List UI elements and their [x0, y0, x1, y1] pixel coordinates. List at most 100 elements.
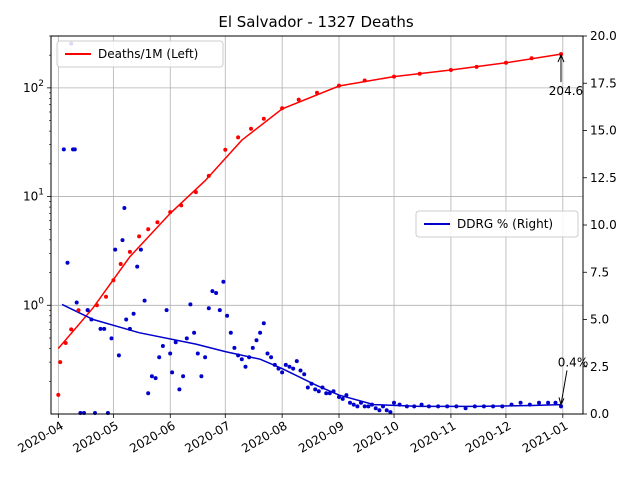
data-point-ddrg — [153, 376, 158, 381]
data-point-ddrg — [272, 362, 277, 367]
data-point-ddrg — [173, 340, 178, 345]
data-point-ddrg — [149, 374, 154, 379]
data-point-ddrg — [313, 387, 318, 392]
data-points — [56, 41, 563, 415]
legend-deaths: Deaths/1M (Left) — [56, 40, 224, 68]
right-tick-label: 12.5 — [590, 171, 617, 185]
data-point-ddrg — [294, 359, 299, 364]
data-point-ddrg — [445, 404, 450, 409]
data-point-ddrg — [138, 247, 143, 252]
data-point-ddrg — [72, 147, 77, 152]
data-point-ddrg — [481, 404, 486, 409]
data-point-ddrg — [199, 374, 204, 379]
right-tick-label: 17.5 — [590, 76, 617, 90]
data-point-deaths — [56, 392, 61, 397]
data-point-ddrg — [491, 404, 496, 409]
x-tick-label: 2020-04 — [15, 418, 65, 455]
data-point-ddrg — [195, 351, 200, 356]
data-point-deaths — [146, 227, 151, 232]
data-point-deaths — [261, 116, 266, 121]
x-tick-label: 2020-08 — [239, 418, 289, 455]
data-point-deaths — [118, 262, 123, 266]
data-point-deaths — [137, 234, 142, 239]
left-axis: 100 101 102 — [23, 35, 51, 382]
right-tick-label: 7.5 — [590, 265, 609, 279]
data-point-deaths — [94, 303, 99, 308]
data-point-deaths — [168, 210, 173, 215]
data-point-ddrg — [377, 408, 382, 413]
data-point-ddrg — [116, 353, 121, 358]
data-point-deaths — [179, 203, 184, 208]
legend-label: Deaths/1M (Left) — [98, 47, 198, 61]
annotation-arrow — [560, 370, 568, 405]
data-point-ddrg — [280, 370, 285, 375]
data-point-ddrg — [210, 289, 215, 294]
data-point-deaths — [529, 56, 534, 61]
data-point-ddrg — [324, 391, 329, 396]
data-point-deaths — [63, 341, 68, 345]
data-point-ddrg — [331, 389, 336, 394]
data-point-ddrg — [327, 391, 332, 396]
data-point-ddrg — [463, 406, 468, 411]
data-point-deaths — [249, 126, 253, 131]
data-point-ddrg — [232, 345, 237, 350]
data-point-ddrg — [419, 402, 424, 407]
data-point-deaths — [69, 327, 74, 332]
data-point-ddrg — [348, 400, 352, 405]
data-point-deaths — [58, 360, 63, 365]
data-point-ddrg — [527, 402, 532, 407]
data-point-ddrg — [370, 402, 374, 407]
left-tick-label: 102 — [23, 79, 44, 95]
data-point-ddrg — [388, 410, 393, 415]
data-point-ddrg — [177, 387, 182, 392]
data-point-ddrg — [124, 317, 129, 322]
data-point-deaths — [392, 74, 396, 79]
data-point-ddrg — [366, 404, 371, 409]
data-point-ddrg — [316, 389, 321, 394]
data-point-ddrg — [340, 396, 345, 401]
data-point-ddrg — [142, 298, 147, 303]
data-point-ddrg — [298, 368, 303, 373]
left-tick-label: 100 — [23, 296, 44, 312]
data-point-ddrg — [206, 306, 211, 311]
data-point-ddrg — [157, 355, 162, 360]
data-point-ddrg — [381, 404, 385, 409]
right-tick-label: 15.0 — [590, 124, 617, 138]
x-axis: 2020-04 2020-05 2020-06 2020-07 2020-08 2020-… — [15, 414, 570, 456]
data-point-ddrg — [228, 330, 233, 335]
right-tick-label: 10.0 — [590, 218, 617, 232]
data-point-deaths — [337, 83, 341, 88]
data-point-deaths — [362, 78, 367, 83]
trend-lines — [57, 53, 562, 408]
trend-line-ddrg — [61, 303, 562, 408]
legends: Deaths/1M (Left) DDRG % (Right) — [56, 40, 579, 238]
data-point-ddrg — [518, 400, 523, 405]
legend-label: DDRG % (Right) — [457, 217, 553, 231]
annotation-arrowhead — [558, 397, 565, 406]
right-tick-label: 2.5 — [590, 360, 609, 374]
data-point-deaths — [104, 294, 108, 299]
data-point-ddrg — [181, 374, 186, 379]
x-tick-label: 2020-06 — [127, 418, 177, 455]
data-point-ddrg — [135, 264, 140, 269]
data-point-ddrg — [302, 372, 307, 377]
right-axis: 0.0 2.5 5.0 7.5 10.0 12.5 15.0 17.5 20.0 — [583, 29, 617, 421]
data-point-ddrg — [291, 366, 296, 371]
data-point-ddrg — [239, 357, 244, 362]
data-point-ddrg — [305, 385, 310, 390]
left-tick-label: 101 — [23, 188, 44, 204]
data-point-ddrg — [509, 402, 514, 407]
data-point-ddrg — [276, 366, 281, 371]
x-tick-label: 2020-12 — [463, 418, 513, 455]
data-point-ddrg — [243, 364, 248, 369]
data-point-ddrg — [221, 279, 226, 284]
data-point-ddrg — [436, 404, 441, 409]
data-point-ddrg — [454, 404, 459, 409]
data-point-ddrg — [404, 404, 409, 409]
data-point-ddrg — [236, 353, 241, 358]
data-point-ddrg — [320, 385, 325, 390]
data-point-deaths — [296, 97, 301, 102]
data-point-deaths — [155, 220, 160, 225]
data-point-ddrg — [168, 351, 173, 356]
